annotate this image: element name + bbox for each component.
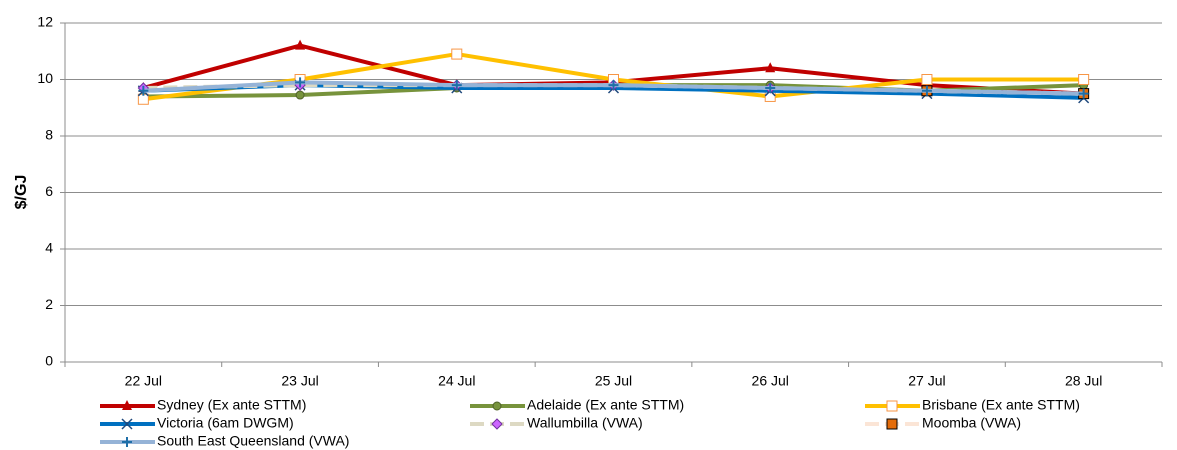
x-tick-label: 24 Jul	[438, 373, 475, 389]
legend-label: Moomba (VWA)	[922, 415, 1021, 431]
marker	[765, 62, 776, 73]
marker	[121, 418, 133, 430]
x-tick-label: 22 Jul	[125, 373, 162, 389]
y-axis-label: $/GJ	[13, 175, 30, 210]
marker	[608, 80, 619, 91]
y-tick-label: 2	[45, 296, 53, 312]
y-tick-label: 8	[45, 127, 53, 143]
marker	[921, 74, 933, 85]
legend-label: Adelaide (Ex ante STTM)	[527, 397, 684, 413]
x-tick-label: 26 Jul	[752, 373, 789, 389]
legend-label: Sydney (Ex ante STTM)	[157, 397, 306, 413]
x-tick-label: 27 Jul	[908, 373, 945, 389]
marker	[765, 82, 776, 93]
marker	[295, 77, 306, 88]
legend-label: Victoria (6am DWGM)	[157, 415, 294, 431]
y-tick-label: 6	[45, 183, 53, 199]
y-tick-label: 0	[45, 353, 53, 369]
legend-label: Wallumbilla (VWA)	[527, 415, 643, 431]
legend-label: South East Queensland (VWA)	[157, 433, 349, 449]
marker	[451, 48, 463, 60]
marker	[921, 85, 932, 96]
marker	[886, 400, 898, 412]
marker	[886, 418, 898, 430]
marker	[295, 90, 305, 100]
marker	[122, 437, 132, 447]
x-tick-label: 23 Jul	[281, 373, 318, 389]
marker	[138, 85, 149, 96]
marker	[491, 418, 503, 430]
marker	[295, 39, 306, 50]
marker	[1078, 88, 1089, 99]
marker	[492, 401, 502, 411]
x-tick-label: 25 Jul	[595, 373, 632, 389]
y-tick-label: 10	[37, 70, 53, 86]
marker	[451, 80, 462, 91]
x-tick-label: 28 Jul	[1065, 373, 1102, 389]
marker	[1078, 74, 1090, 85]
marker	[122, 400, 132, 410]
legend-label: Brisbane (Ex ante STTM)	[922, 397, 1080, 413]
y-tick-label: 4	[45, 240, 53, 256]
y-tick-label: 12	[37, 14, 53, 30]
